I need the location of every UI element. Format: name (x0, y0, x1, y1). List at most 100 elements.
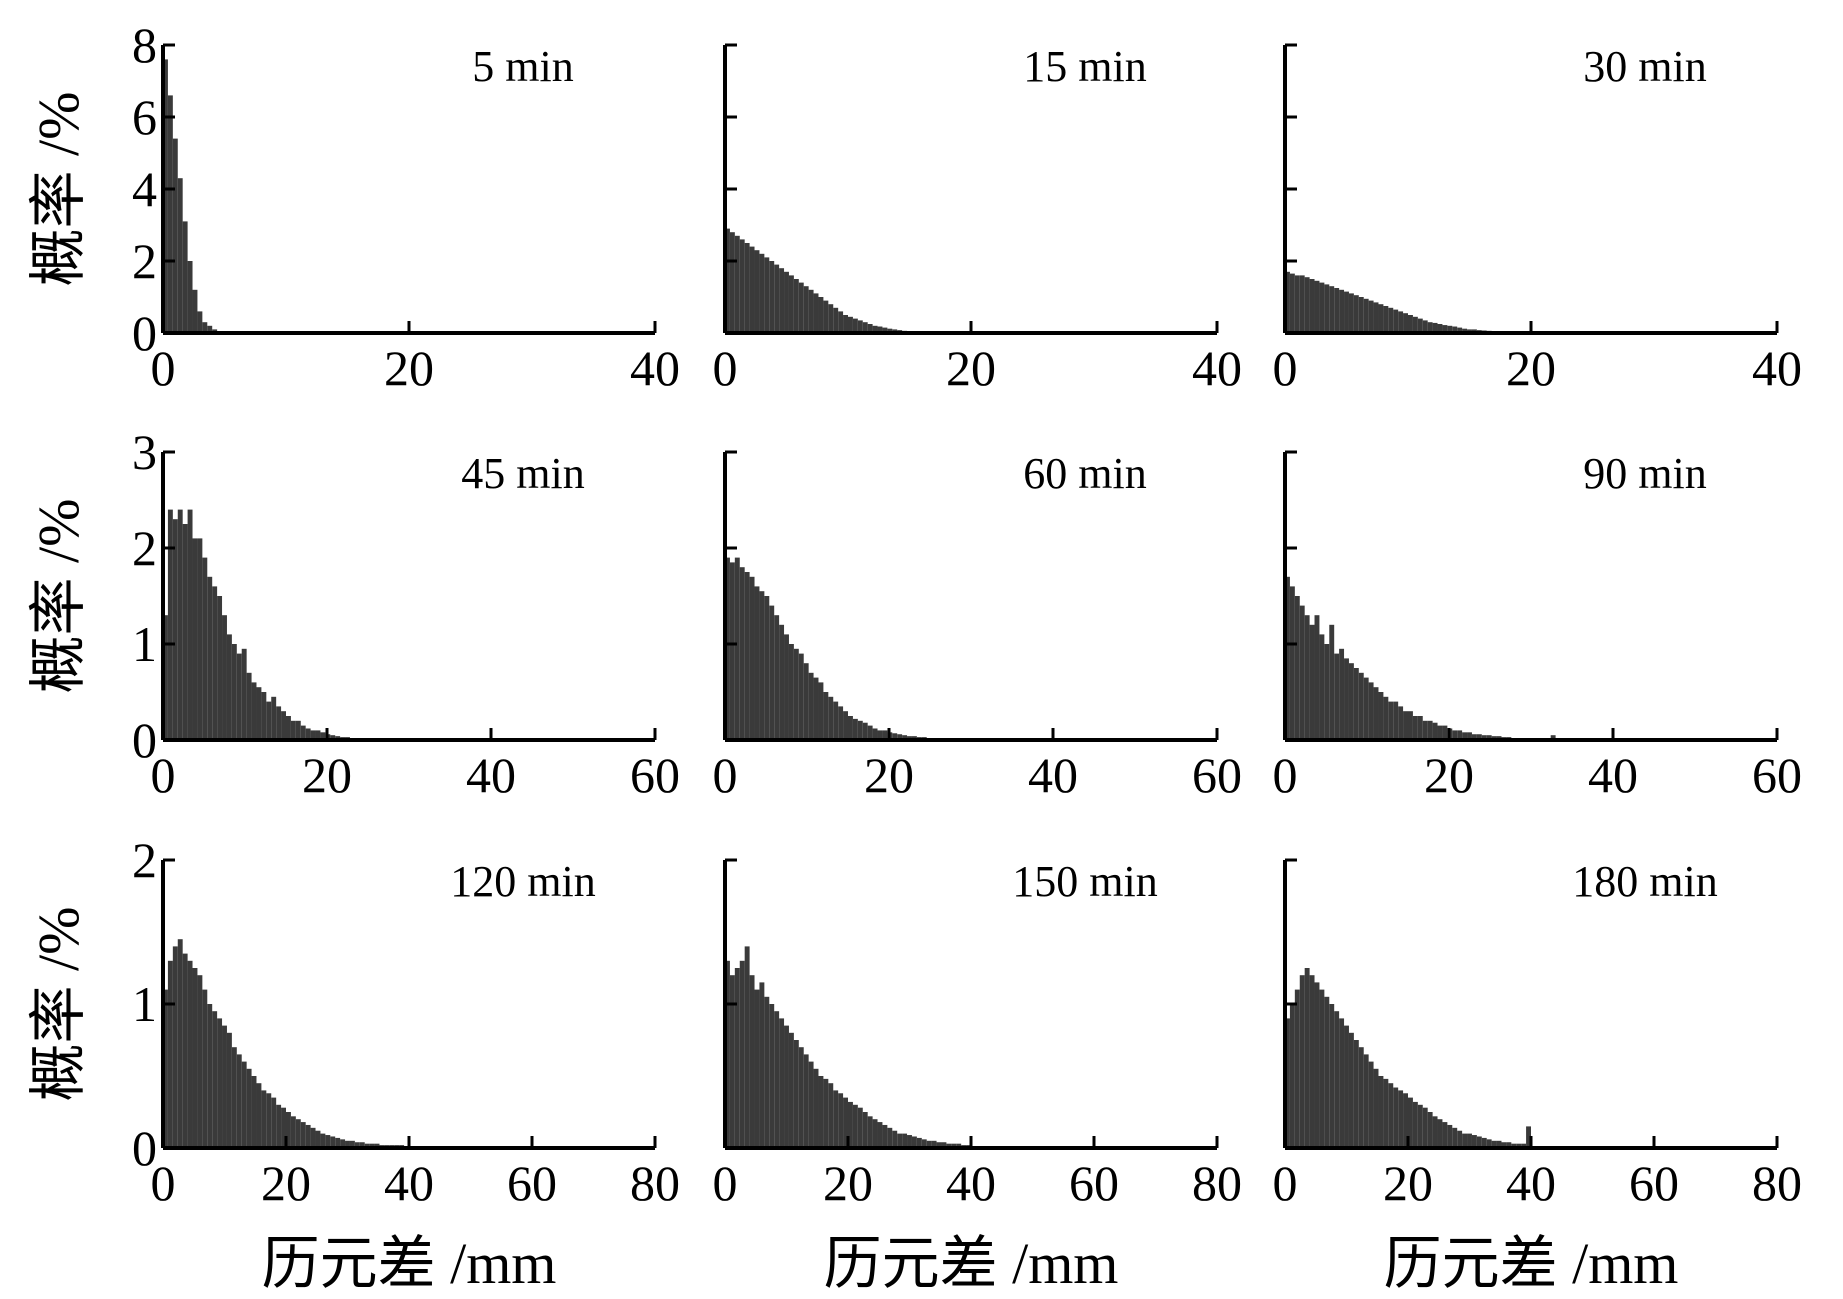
histogram-bar (281, 711, 286, 740)
histogram-bar (1393, 701, 1399, 740)
x-tick-label: 80 (1752, 1155, 1802, 1211)
histogram-bar (320, 1133, 326, 1148)
histogram-bar (882, 730, 888, 740)
histogram-bar (1457, 327, 1463, 333)
histogram-bar (784, 1025, 789, 1148)
panel-time-label: 45 min (461, 449, 584, 498)
x-tick-label: 0 (1273, 747, 1298, 803)
histogram-bar (1398, 1090, 1404, 1148)
histogram-bar (167, 95, 173, 334)
histogram-bar (1344, 1025, 1349, 1148)
x-tick-label: 0 (713, 1155, 738, 1211)
histogram-bar (217, 596, 223, 740)
histogram-bar (271, 696, 277, 740)
histogram-bar (1408, 315, 1413, 333)
histogram-bar (862, 722, 868, 740)
histogram-bar (725, 557, 730, 740)
histogram-bar (1299, 975, 1305, 1148)
histogram-bar (187, 261, 193, 333)
histogram-bar (1299, 275, 1305, 333)
histogram-bar (823, 1078, 829, 1148)
histogram-bar (788, 644, 794, 740)
x-tick-label: 20 (1424, 747, 1474, 803)
x-tick-label: 0 (1273, 1155, 1298, 1211)
histogram-bar (1363, 298, 1369, 333)
histogram-bar (349, 1140, 355, 1148)
histogram-bar (1358, 297, 1364, 333)
histogram-bar (1388, 307, 1394, 333)
histogram-bar (226, 634, 232, 740)
histogram-bar (1501, 1142, 1507, 1148)
y-axis-title: 概率 /% (26, 907, 91, 1102)
histogram-bar (759, 591, 765, 740)
histogram-bar (1427, 1112, 1433, 1148)
histogram-bar (290, 1116, 296, 1148)
histogram-bar (172, 138, 178, 333)
histogram-bar (266, 1093, 272, 1148)
x-tick-label: 40 (466, 747, 516, 803)
histogram-bar (769, 605, 775, 740)
histogram-bar (1417, 1104, 1423, 1148)
panel-time-label: 180 min (1572, 857, 1717, 906)
histogram-bar (843, 711, 848, 740)
histogram-bar (345, 1140, 350, 1148)
histogram-bar (1309, 279, 1315, 333)
histogram-bar (852, 718, 858, 740)
histogram-bar (1339, 1018, 1345, 1148)
y-tick-label: 1 (132, 976, 157, 1032)
panel-time-label: 150 min (1012, 857, 1157, 906)
histogram-bar (359, 1142, 365, 1148)
histogram-bar (833, 1090, 839, 1148)
x-tick-label: 80 (630, 1155, 680, 1211)
histogram-bar (207, 576, 213, 740)
histogram-panel-4: 0 1 2 3 0 20 40 60 45 min 概率 /% (26, 424, 680, 803)
histogram-bar (838, 311, 844, 333)
x-tick-label: 40 (1028, 747, 1078, 803)
histogram-panel-2: 0 20 40 15 min (713, 42, 1243, 396)
y-tick-label: 1 (132, 616, 157, 672)
y-tick-label: 8 (132, 17, 157, 73)
histogram-bar (892, 1130, 898, 1148)
panel-time-label: 120 min (450, 857, 595, 906)
histogram-bar (1383, 1078, 1389, 1148)
histogram-bar (202, 989, 208, 1148)
histogram-bar (1442, 325, 1448, 333)
histogram-bar (823, 300, 829, 333)
histogram-bar (1452, 326, 1458, 333)
histogram-bar (754, 250, 760, 333)
histogram-bar (877, 1122, 883, 1148)
histogram-bar (1289, 1004, 1295, 1148)
histogram-bar (1471, 1135, 1477, 1148)
histogram-bar (187, 960, 193, 1148)
histogram-bar (1329, 624, 1335, 740)
histogram-bar (793, 648, 799, 740)
histogram-bar (872, 728, 878, 740)
histogram-bar (838, 1093, 844, 1148)
histogram-bar (192, 289, 198, 333)
x-tick-label: 20 (1506, 340, 1556, 396)
x-tick-label: 60 (630, 747, 680, 803)
histogram-bar (1417, 318, 1423, 333)
histogram-bar (867, 1116, 873, 1148)
histogram-bar (1304, 968, 1310, 1148)
panel-time-label: 90 min (1583, 449, 1706, 498)
histogram-bar (779, 268, 785, 333)
histogram-bar (734, 968, 740, 1148)
histogram-bar (828, 304, 834, 333)
histogram-bar (759, 982, 765, 1148)
histogram-bar (1363, 677, 1369, 740)
histogram-bar (1412, 316, 1418, 333)
histogram-bar (1289, 273, 1295, 333)
histogram-bar (1378, 1076, 1384, 1148)
histogram-bar (1319, 282, 1325, 333)
histogram-bar (241, 1061, 247, 1148)
histogram-bar (882, 1124, 888, 1148)
histogram-bar (167, 960, 173, 1148)
panel-time-label: 60 min (1023, 449, 1146, 498)
histogram-bar (369, 1143, 375, 1148)
x-tick-label: 0 (151, 340, 176, 396)
histogram-bar (1348, 663, 1354, 740)
histogram-bar (1442, 1122, 1448, 1148)
histogram-bar (749, 246, 755, 333)
